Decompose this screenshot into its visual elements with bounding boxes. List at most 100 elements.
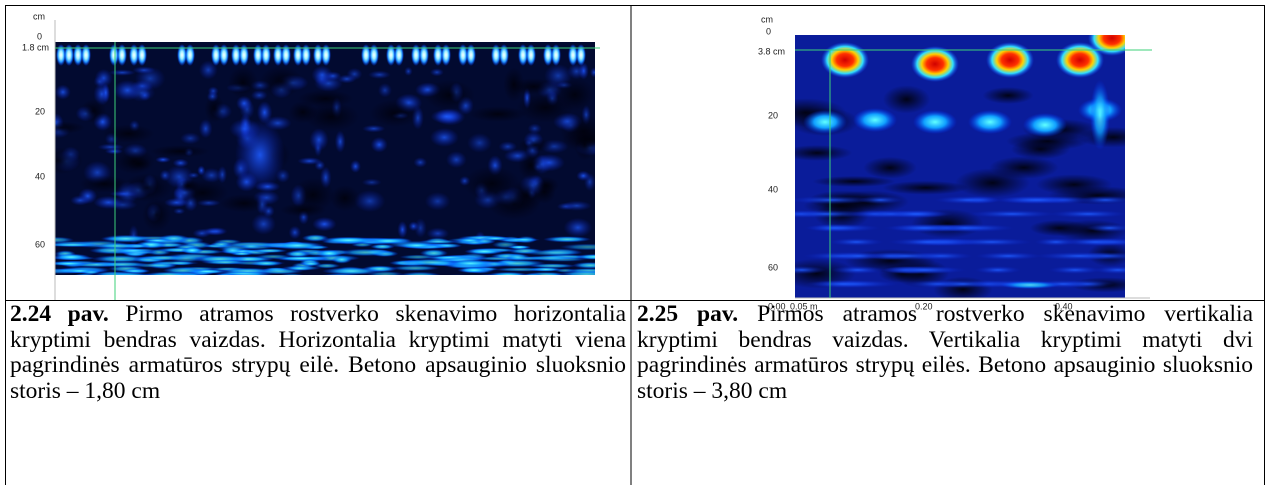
scan-blob [37,121,85,134]
scan-blob [499,44,509,66]
scan-blob [543,236,591,242]
scan-blob [297,157,321,165]
scan-blob [369,44,379,66]
scan-blob [143,272,194,278]
scan-blob [391,265,440,271]
scan-blob [255,254,292,259]
scan-blob [216,274,261,280]
scan-blob [188,172,199,178]
scan-blob [317,273,363,281]
scan-blob [81,44,91,66]
scan-blob [362,179,382,187]
scan-blob [576,44,586,66]
caption-label: 2.25 pav. [637,301,738,327]
scan-blob [989,156,1059,179]
scan-blob [281,44,291,66]
scan-blob [446,151,467,168]
scan-blob [320,237,377,244]
scan-blob [558,271,616,278]
scan-blob [259,66,302,98]
scan-blob [176,180,228,205]
axis-tick-label: 0 [766,26,771,36]
scan-blob [151,261,199,265]
scan-blob [297,90,353,108]
scan-blob [219,44,229,66]
scan-blob [332,256,352,264]
scan-blob [312,217,336,231]
scan-blob [447,260,495,267]
scan-blob [1078,127,1149,148]
scan-blob [805,280,880,288]
scan-blob [831,266,884,274]
scan-blob [812,176,895,187]
scan-blob [199,119,213,138]
scan-blob [362,125,385,133]
scan-blob [338,249,393,256]
scan-blob [370,99,421,127]
scan-blob [394,44,404,66]
scan-blob [576,171,590,181]
scan-blob [413,157,427,167]
scan-blob [368,71,391,79]
cover-depth-label: 1.8 cm [22,42,49,52]
scan-blob [150,145,210,157]
scan-blob [503,67,524,101]
scan-blob [457,238,482,243]
scan-blob [180,132,200,144]
scan-blob [117,44,127,66]
scan-blob [404,67,412,76]
scan-blob [1036,174,1112,195]
scan-blob [228,66,258,99]
scan-blob [221,246,244,254]
scan-blob [48,275,108,280]
scan-blob [52,254,90,261]
scan-blob [251,249,288,253]
scan-blob [561,201,591,211]
scan-blob [807,224,862,232]
scan-blob [181,247,203,254]
scan-blob [883,210,946,218]
scan-blob [473,274,503,282]
scan-blob [55,85,71,100]
scan-blob [109,69,136,75]
scan-blob [777,266,825,274]
scan-blob [883,85,930,113]
scan-blob [913,110,957,134]
scan-blob [460,275,515,281]
scan-blob [466,44,476,66]
caption-label: 2.24 pav. [10,301,109,327]
scan-blob [983,87,1034,104]
scan-blob [863,252,949,260]
scan-blob [440,274,475,279]
caption: 2.25 pav. Pirmos atramos rostverko skena… [637,302,1253,404]
scan-blob [424,80,475,111]
scan-blob [427,275,472,279]
scan-blob [330,185,360,211]
scan-blob [782,145,853,161]
scan-blob [968,210,1056,218]
axis-tick-label: 40 [35,171,45,181]
scan-blob [433,243,462,248]
scan-blob [278,273,305,279]
scan-blob [173,208,185,215]
scan-blob [98,143,124,150]
scan-blob [64,44,74,66]
scan-blob [132,66,155,74]
scan-blob [431,109,463,124]
scan-blob [80,99,106,123]
scan-blob [371,137,388,153]
scan-blob [829,238,883,246]
scan-blob [524,255,575,260]
scan-blob [337,75,356,84]
scan-blob [935,196,1002,204]
scan-blob [399,272,442,279]
axis-tick-label: 60 [35,239,45,249]
scan-blob [863,157,917,179]
scan-blob [968,110,1012,134]
scan-blob [590,67,599,77]
scan-blob [888,238,968,246]
scan-blob [986,42,1034,78]
scan-blob [185,44,195,66]
scan-blob [367,271,404,277]
scan-blob [102,83,110,102]
